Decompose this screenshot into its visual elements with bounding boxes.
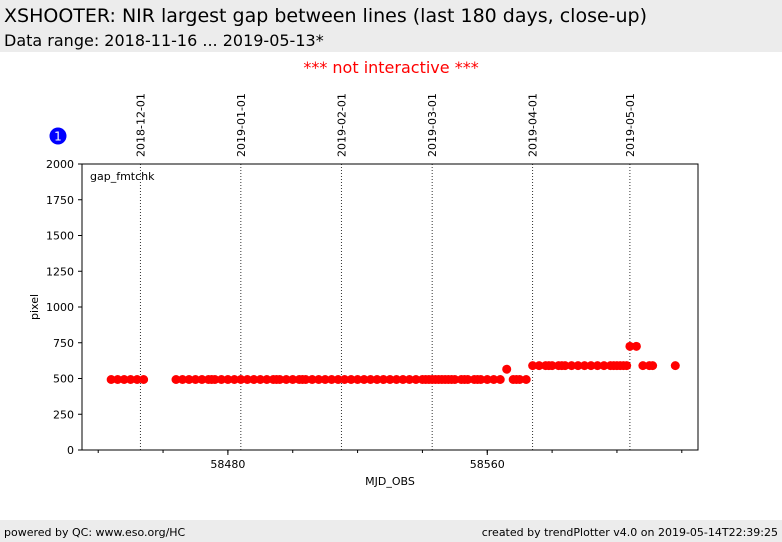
data-range-subtitle: Data range: 2018-11-16 ... 2019-05-13* bbox=[4, 31, 324, 50]
date-label: 2019-03-01 bbox=[426, 93, 439, 157]
data-point bbox=[489, 375, 499, 385]
x-tick-label: 58560 bbox=[470, 458, 505, 471]
y-axis-label: pixel bbox=[28, 294, 41, 320]
marker-badge bbox=[49, 127, 67, 145]
data-point bbox=[113, 375, 123, 385]
data-point bbox=[391, 375, 401, 385]
data-point bbox=[648, 361, 658, 371]
data-point bbox=[184, 375, 194, 385]
data-point bbox=[119, 375, 129, 385]
data-point bbox=[521, 375, 531, 385]
data-point bbox=[126, 375, 136, 385]
data-point bbox=[346, 375, 356, 385]
y-tick-label: 1500 bbox=[46, 230, 74, 243]
data-point bbox=[262, 375, 272, 385]
data-point bbox=[463, 375, 473, 385]
header-band: XSHOOTER: NIR largest gap between lines … bbox=[0, 0, 782, 52]
not-interactive-notice: *** not interactive *** bbox=[303, 58, 479, 77]
data-point bbox=[631, 341, 641, 351]
data-point bbox=[333, 375, 343, 385]
panel-label: gap_fmtchk bbox=[90, 170, 155, 183]
data-point bbox=[236, 375, 246, 385]
data-point bbox=[275, 375, 285, 385]
footer-band: powered by QC: www.eso.org/HC created by… bbox=[0, 520, 782, 542]
data-point bbox=[411, 375, 421, 385]
data-point bbox=[482, 375, 492, 385]
data-point bbox=[586, 361, 596, 371]
plot-frame bbox=[81, 163, 699, 451]
data-point bbox=[340, 375, 350, 385]
date-label: 2019-02-01 bbox=[335, 93, 348, 157]
data-point bbox=[327, 375, 337, 385]
data-point bbox=[379, 375, 389, 385]
data-point bbox=[178, 375, 188, 385]
data-point bbox=[560, 361, 570, 371]
data-point bbox=[567, 361, 577, 371]
x-tick-label: 58480 bbox=[210, 458, 245, 471]
data-point bbox=[223, 375, 233, 385]
page-title: XSHOOTER: NIR largest gap between lines … bbox=[4, 5, 648, 27]
data-point bbox=[502, 364, 512, 374]
date-label: 2019-05-01 bbox=[624, 93, 637, 157]
data-point bbox=[307, 375, 317, 385]
y-tick-label: 0 bbox=[67, 444, 74, 457]
data-point bbox=[320, 375, 330, 385]
x-axis-label: MJD_OBS bbox=[365, 475, 415, 488]
y-tick-label: 1750 bbox=[46, 194, 74, 207]
data-point bbox=[216, 375, 226, 385]
data-point bbox=[372, 375, 382, 385]
data-point bbox=[353, 375, 363, 385]
marker-badge-label: 1 bbox=[54, 130, 62, 144]
footer-created-by: created by trendPlotter v4.0 on 2019-05-… bbox=[481, 526, 778, 539]
y-tick-label: 500 bbox=[53, 373, 74, 386]
data-point bbox=[404, 375, 414, 385]
y-tick-label: 250 bbox=[53, 408, 74, 421]
data-point bbox=[190, 375, 200, 385]
data-point bbox=[366, 375, 376, 385]
data-point bbox=[599, 361, 609, 371]
data-point bbox=[398, 375, 408, 385]
data-point bbox=[476, 375, 486, 385]
data-point bbox=[625, 341, 635, 351]
data-point bbox=[210, 375, 220, 385]
data-point bbox=[534, 361, 544, 371]
data-point bbox=[573, 361, 583, 371]
data-point bbox=[359, 375, 369, 385]
y-tick-label: 750 bbox=[53, 337, 74, 350]
data-point bbox=[638, 361, 648, 371]
data-point bbox=[249, 375, 259, 385]
data-point bbox=[106, 375, 116, 385]
data-point bbox=[229, 375, 239, 385]
data-point bbox=[288, 375, 298, 385]
data-point bbox=[132, 375, 142, 385]
data-point bbox=[580, 361, 590, 371]
date-label: 2019-01-01 bbox=[235, 93, 248, 157]
data-point bbox=[622, 361, 632, 371]
data-point bbox=[171, 375, 181, 385]
date-label: 2018-12-01 bbox=[134, 93, 147, 157]
footer-powered-by: powered by QC: www.eso.org/HC bbox=[4, 526, 186, 539]
data-point bbox=[301, 375, 311, 385]
y-tick-label: 2000 bbox=[46, 158, 74, 171]
data-point bbox=[314, 375, 324, 385]
y-tick-label: 1000 bbox=[46, 301, 74, 314]
data-point bbox=[242, 375, 252, 385]
data-point bbox=[385, 375, 395, 385]
data-point bbox=[515, 375, 525, 385]
data-point bbox=[495, 375, 505, 385]
data-point bbox=[139, 375, 149, 385]
data-point bbox=[670, 361, 680, 371]
data-point bbox=[281, 375, 291, 385]
date-label: 2019-04-01 bbox=[527, 93, 540, 157]
data-point bbox=[255, 375, 265, 385]
data-point bbox=[197, 375, 207, 385]
data-point bbox=[528, 361, 538, 371]
y-tick-label: 1250 bbox=[46, 265, 74, 278]
data-point bbox=[592, 361, 602, 371]
data-point bbox=[450, 375, 460, 385]
data-point bbox=[547, 361, 557, 371]
